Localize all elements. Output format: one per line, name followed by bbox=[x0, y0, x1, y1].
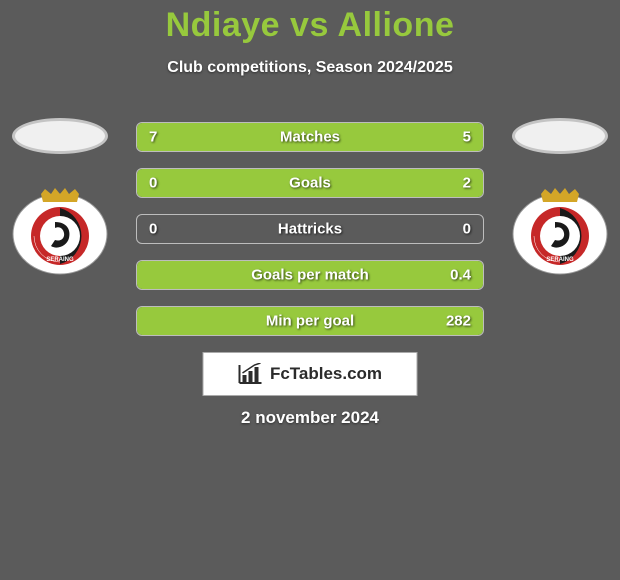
stat-value-left: 0 bbox=[149, 221, 157, 238]
stat-label: Goals per match bbox=[251, 267, 369, 284]
player-left-club-badge: SERAING bbox=[11, 186, 109, 276]
club-badge-icon: SERAING bbox=[511, 186, 609, 276]
stat-label: Matches bbox=[280, 129, 340, 146]
stat-value-right: 2 bbox=[463, 175, 471, 192]
player-left-avatar bbox=[12, 118, 108, 154]
date-label: 2 november 2024 bbox=[241, 408, 379, 428]
stat-label: Hattricks bbox=[278, 221, 342, 238]
stat-fill-right bbox=[339, 123, 483, 151]
stat-label: Goals bbox=[289, 175, 331, 192]
stat-value-right: 0 bbox=[463, 221, 471, 238]
page-title: Ndiaye vs Allione bbox=[0, 0, 620, 45]
comparison-infographic: Ndiaye vs Allione Club competitions, Sea… bbox=[0, 0, 620, 580]
svg-text:SERAING: SERAING bbox=[46, 257, 74, 263]
stat-value-left: 7 bbox=[149, 129, 157, 146]
stat-row-goals: 0 Goals 2 bbox=[136, 168, 484, 198]
stat-value-right: 282 bbox=[446, 313, 471, 330]
stat-value-right: 0.4 bbox=[450, 267, 471, 284]
player-right-avatar bbox=[512, 118, 608, 154]
svg-text:SERAING: SERAING bbox=[546, 257, 574, 263]
club-badge-icon: SERAING bbox=[11, 186, 109, 276]
stat-value-left: 0 bbox=[149, 175, 157, 192]
stat-bars: 7 Matches 5 0 Goals 2 0 Hattricks 0 Goal… bbox=[136, 122, 484, 336]
stat-row-min-per-goal: Min per goal 282 bbox=[136, 306, 484, 336]
player-left-column: SERAING bbox=[10, 118, 110, 276]
stat-row-goals-per-match: Goals per match 0.4 bbox=[136, 260, 484, 290]
stat-value-right: 5 bbox=[463, 129, 471, 146]
brand-text: FcTables.com bbox=[270, 364, 382, 384]
page-subtitle: Club competitions, Season 2024/2025 bbox=[0, 59, 620, 77]
brand-chart-icon bbox=[238, 363, 264, 385]
player-right-column: SERAING bbox=[510, 118, 610, 276]
player-right-club-badge: SERAING bbox=[511, 186, 609, 276]
stat-row-hattricks: 0 Hattricks 0 bbox=[136, 214, 484, 244]
brand-box: FcTables.com bbox=[203, 352, 418, 396]
stat-label: Min per goal bbox=[266, 313, 354, 330]
stat-row-matches: 7 Matches 5 bbox=[136, 122, 484, 152]
